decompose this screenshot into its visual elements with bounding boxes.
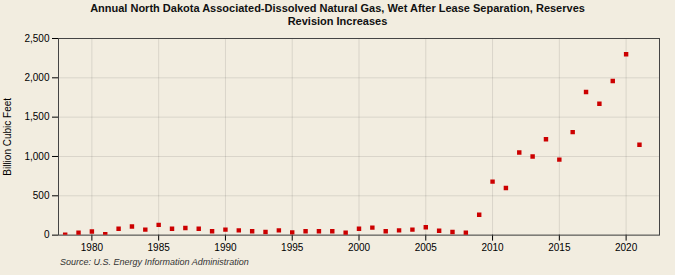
- svg-text:2005: 2005: [415, 243, 438, 254]
- svg-text:500: 500: [33, 190, 50, 201]
- svg-text:1995: 1995: [281, 243, 304, 254]
- svg-text:1985: 1985: [148, 243, 171, 254]
- svg-text:2010: 2010: [481, 243, 504, 254]
- svg-text:1,000: 1,000: [24, 151, 49, 162]
- html-text:Source: U.S. Energy Informatio: Source: U.S. Energy Information Administ…: [60, 257, 249, 267]
- svg-text:2000: 2000: [348, 243, 371, 254]
- svg-text:1980: 1980: [81, 243, 104, 254]
- svg-text:1,500: 1,500: [24, 112, 49, 123]
- svg-text:2020: 2020: [615, 243, 638, 254]
- svg-text:2,500: 2,500: [24, 33, 49, 44]
- svg-text:0: 0: [44, 230, 50, 241]
- html-text:Annual North Dakota Associated: Annual North Dakota Associated-Dissolved…: [90, 2, 585, 28]
- svg-text:1990: 1990: [214, 243, 237, 254]
- svg-text:2,000: 2,000: [24, 72, 49, 83]
- svg-text:2015: 2015: [548, 243, 571, 254]
- svg-text:Billion Cubic Feet: Billion Cubic Feet: [2, 98, 13, 176]
